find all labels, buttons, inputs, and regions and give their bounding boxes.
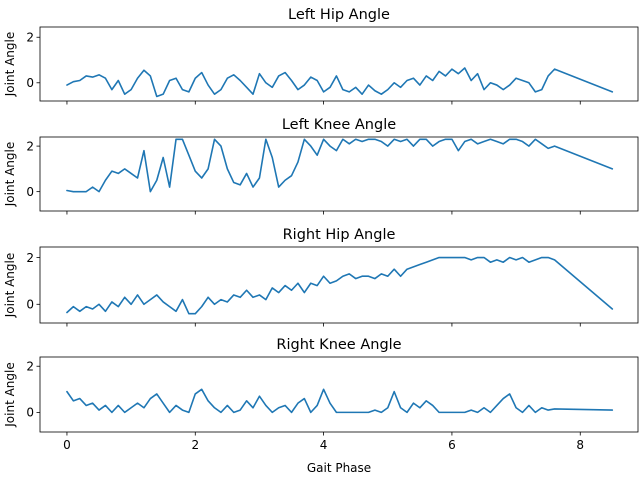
- y-tick-label: 2: [26, 360, 34, 374]
- y-tick-label: 0: [26, 406, 34, 420]
- axes-frame: [39, 246, 639, 324]
- x-tick-label: 4: [320, 438, 328, 452]
- series-line-1-1: [66, 67, 614, 98]
- y-tick-label: 2: [26, 251, 34, 265]
- subplot-1: 0 2 Left Hip Angle Joint Angle: [3, 7, 639, 105]
- subplot-2: 0 2 Left Knee Angle Joint Angle: [3, 117, 639, 215]
- x-axis-label: Gait Phase: [307, 461, 371, 475]
- axes-frame: [39, 136, 639, 212]
- subplot-4: 0 2 4 6 8 0 2 Right Knee Angle Joint Angle Gait P…: [3, 337, 639, 475]
- y-tick-label: 0: [26, 185, 34, 199]
- y-axis-label: Joint Angle: [3, 142, 17, 208]
- y-tick-label: 0: [26, 76, 34, 90]
- x-tick-label: 2: [191, 438, 199, 452]
- y-tick-label: 2: [26, 31, 34, 45]
- subplot-3: 0 2 Right Hip Angle Joint Angle: [3, 227, 639, 327]
- x-tick-label: 6: [448, 438, 456, 452]
- y-axis-label: Joint Angle: [3, 362, 17, 428]
- y-axis-label: Joint Angle: [3, 32, 17, 98]
- x-tick-label: 0: [63, 438, 71, 452]
- axes-frame: [39, 356, 639, 433]
- axes-frame: [39, 26, 639, 102]
- y-tick-label: 2: [26, 139, 34, 153]
- series-line-4-1: [66, 388, 614, 414]
- series-line-3-1: [66, 256, 614, 315]
- series-line-2-1: [66, 138, 614, 193]
- chart-title: Left Knee Angle: [282, 117, 396, 133]
- y-tick-label: 0: [26, 298, 34, 312]
- chart-title: Right Hip Angle: [283, 227, 396, 243]
- chart-title: Left Hip Angle: [288, 7, 390, 23]
- x-tick-label: 8: [576, 438, 584, 452]
- y-axis-label: Joint Angle: [3, 253, 17, 319]
- chart-title: Right Knee Angle: [276, 337, 401, 353]
